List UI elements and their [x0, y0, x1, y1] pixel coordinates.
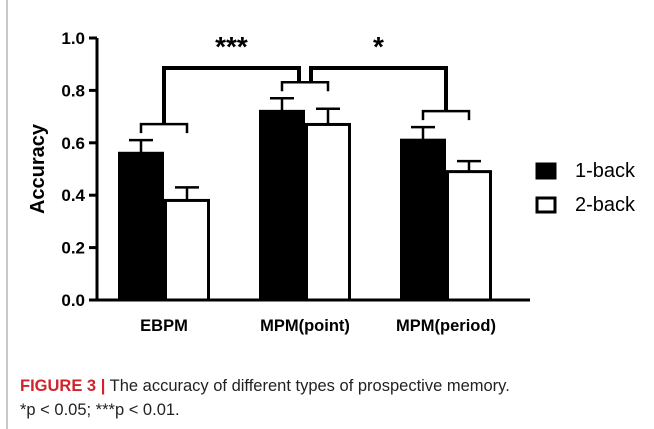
legend-label: 2-back	[575, 194, 636, 216]
legend-swatch-1-back	[535, 162, 557, 180]
y-tick-label: 0.8	[61, 81, 85, 100]
caption-text: The accuracy of different types of prosp…	[109, 377, 510, 395]
bar-chart: 0.0 0.2 0.4 0.6 0.8 1.0 Accuracy EBPM MPM(point)…	[27, 29, 636, 335]
pair-bracket	[280, 81, 330, 92]
y-axis-label: Accuracy	[27, 123, 49, 214]
bar-1-back-MPM(point)	[259, 109, 305, 302]
y-tick-label: 0.2	[61, 239, 85, 258]
caption-note: *p < 0.05; ***p < 0.01.	[20, 401, 180, 419]
bar-2-back-MPM(point)	[305, 122, 351, 302]
x-tick-label: EBPM	[140, 317, 188, 335]
significance-label: *	[373, 31, 384, 62]
y-tick-label: 0.0	[61, 291, 85, 310]
y-tick-label: 0.6	[61, 134, 85, 153]
legend-label: 1-back	[575, 160, 636, 182]
pair-bracket	[139, 122, 189, 134]
pair-bracket	[421, 109, 471, 121]
caption-separator: |	[100, 377, 106, 395]
bar-1-back-MPM(period)	[400, 138, 446, 302]
bar-1-back-EBPM	[118, 151, 164, 302]
bar-2-back-EBPM	[164, 198, 210, 302]
x-tick-label: MPM(point)	[260, 317, 350, 335]
frame-border	[6, 0, 8, 429]
caption-label: FIGURE 3	[20, 377, 97, 395]
significance-label: ***	[215, 31, 248, 62]
legend-swatch-2-back	[535, 196, 557, 214]
y-tick-label: 0.4	[61, 186, 85, 205]
x-tick-label: MPM(period)	[396, 317, 496, 335]
significance-bracket	[162, 66, 301, 125]
significance-bracket	[309, 66, 448, 112]
bar-2-back-MPM(period)	[446, 170, 492, 302]
figure-caption: FIGURE 3 | The accuracy of different typ…	[20, 374, 640, 422]
y-tick-label: 1.0	[61, 29, 85, 48]
